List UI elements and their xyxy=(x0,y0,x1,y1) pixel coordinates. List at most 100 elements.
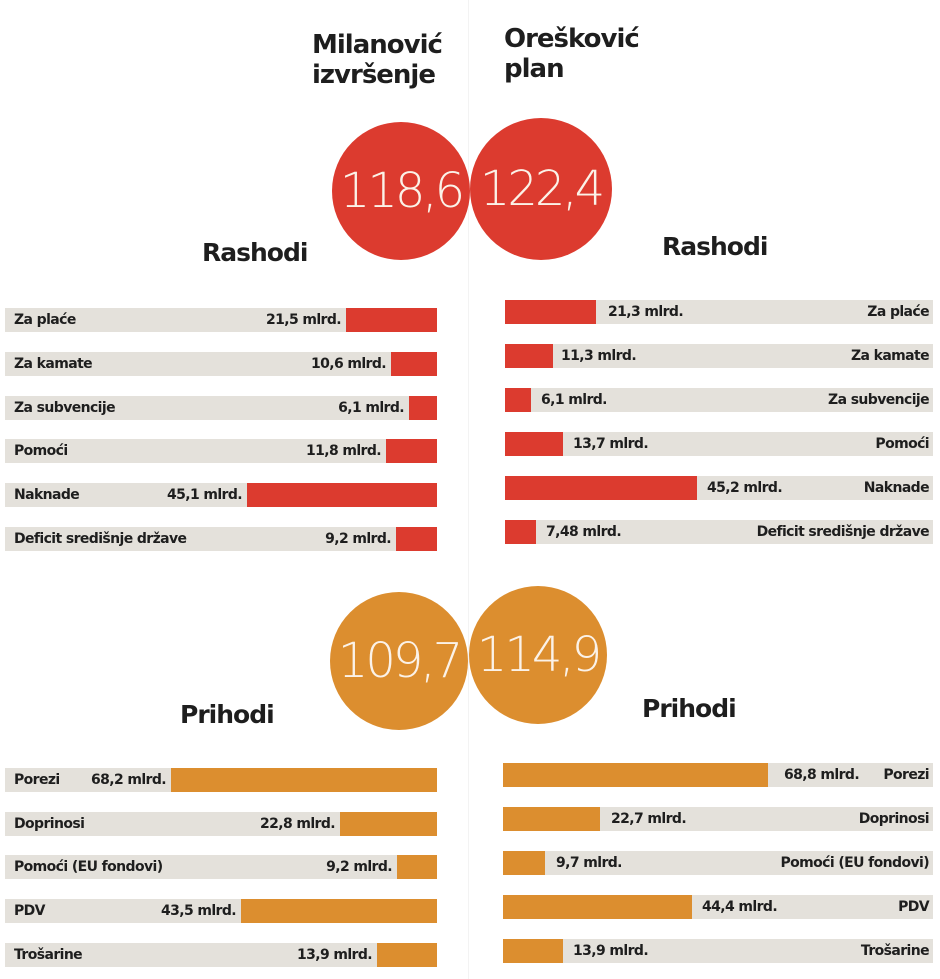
expenditure-total-right: 122,4 xyxy=(479,161,605,217)
row-label: Deficit središnje države xyxy=(14,531,187,547)
row-bar xyxy=(505,432,563,456)
row-label: Pomoći xyxy=(875,436,929,452)
revenue-left-row: PDV 43,5 mlrd. xyxy=(5,899,437,923)
row-bar xyxy=(377,943,437,967)
revenue-right-row: 9,7 mlrd. Pomoći (EU fondovi) xyxy=(503,851,933,875)
row-value: 21,3 mlrd. xyxy=(608,304,684,320)
row-bar xyxy=(505,520,536,544)
row-bar xyxy=(171,768,437,792)
row-value: 9,2 mlrd. xyxy=(326,859,393,875)
row-label: Pomoći (EU fondovi) xyxy=(14,859,163,875)
row-bar xyxy=(409,396,437,420)
expenditure-right-row: 7,48 mlrd. Deficit središnje države xyxy=(505,520,933,544)
right-header-line2: plan xyxy=(504,54,565,84)
row-label: Trošarine xyxy=(14,947,83,963)
row-label: Za kamate xyxy=(14,356,93,372)
row-value: 22,7 mlrd. xyxy=(611,811,687,827)
left-header: Milanović izvršenje xyxy=(312,30,443,90)
row-bar xyxy=(397,855,437,879)
row-value: 45,2 mlrd. xyxy=(707,480,783,496)
row-value: 43,5 mlrd. xyxy=(160,903,237,919)
row-label: Pomoći (EU fondovi) xyxy=(780,855,930,871)
expenditure-left-row: Naknade 45,1 mlrd. xyxy=(5,483,437,507)
right-header: Orešković plan xyxy=(504,24,640,84)
row-label: Naknade xyxy=(863,480,930,496)
row-bar xyxy=(505,344,553,368)
revenue-total-right-circle: 114,9 xyxy=(469,586,607,724)
row-value: 7,48 mlrd. xyxy=(546,524,622,540)
row-label: Doprinosi xyxy=(14,816,85,832)
row-value: 9,7 mlrd. xyxy=(556,855,623,871)
revenue-left-row: Doprinosi 22,8 mlrd. xyxy=(5,812,437,836)
left-header-line2: izvršenje xyxy=(312,60,436,90)
row-bar xyxy=(503,939,563,963)
row-value: 68,8 mlrd. xyxy=(784,767,860,783)
row-label: Trošarine xyxy=(860,943,930,959)
row-bar xyxy=(391,352,437,376)
row-label: Za subvencije xyxy=(828,392,930,408)
revenue-right-row: 44,4 mlrd. PDV xyxy=(503,895,933,919)
row-value: 10,6 mlrd. xyxy=(310,356,387,372)
revenue-total-right: 114,9 xyxy=(476,627,602,683)
row-bar xyxy=(503,851,545,875)
row-label: Za plaće xyxy=(14,312,76,328)
revenue-right-row: 68,8 mlrd. Porezi xyxy=(503,763,933,787)
row-value: 11,8 mlrd. xyxy=(305,443,382,459)
center-divider xyxy=(468,0,469,979)
expenditure-title-right: Rashodi xyxy=(662,232,768,261)
revenue-title-right: Prihodi xyxy=(642,694,737,723)
expenditure-right-row: 11,3 mlrd. Za kamate xyxy=(505,344,933,368)
row-bar xyxy=(241,899,437,923)
row-label: Porezi xyxy=(14,772,60,788)
expenditure-left-row: Za subvencije 6,1 mlrd. xyxy=(5,396,437,420)
left-header-line1: Milanović xyxy=(312,30,443,60)
row-value: 22,8 mlrd. xyxy=(259,816,336,832)
revenue-right-row: 22,7 mlrd. Doprinosi xyxy=(503,807,933,831)
revenue-total-left-circle: 109,7 xyxy=(330,592,468,730)
row-value: 68,2 mlrd. xyxy=(90,772,167,788)
row-bar xyxy=(505,300,596,324)
row-bar xyxy=(505,388,531,412)
row-value: 44,4 mlrd. xyxy=(702,899,778,915)
row-bar xyxy=(503,807,600,831)
expenditure-total-right-circle: 122,4 xyxy=(470,118,612,260)
row-label: Deficit središnje države xyxy=(756,524,930,540)
row-bar xyxy=(340,812,437,836)
row-value: 45,1 mlrd. xyxy=(166,487,243,503)
expenditure-left-row: Za kamate 10,6 mlrd. xyxy=(5,352,437,376)
expenditure-right-row: 21,3 mlrd. Za plaće xyxy=(505,300,933,324)
row-value: 6,1 mlrd. xyxy=(338,400,405,416)
revenue-left-row: Porezi 68,2 mlrd. xyxy=(5,768,437,792)
row-bar xyxy=(386,439,437,463)
row-value: 21,5 mlrd. xyxy=(265,312,342,328)
revenue-left-row: Pomoći (EU fondovi) 9,2 mlrd. xyxy=(5,855,437,879)
row-label: Pomoći xyxy=(14,443,68,459)
expenditure-left-row: Pomoći 11,8 mlrd. xyxy=(5,439,437,463)
row-label: Doprinosi xyxy=(858,811,930,827)
expenditure-right-row: 6,1 mlrd. Za subvencije xyxy=(505,388,933,412)
row-bar xyxy=(503,763,768,787)
row-bar xyxy=(247,483,437,507)
row-label: Za subvencije xyxy=(14,400,116,416)
row-label: PDV xyxy=(898,899,930,915)
revenue-right-row: 13,9 mlrd. Trošarine xyxy=(503,939,933,963)
expenditure-left-row: Za plaće 21,5 mlrd. xyxy=(5,308,437,332)
row-bar xyxy=(396,527,437,551)
revenue-left-row: Trošarine 13,9 mlrd. xyxy=(5,943,437,967)
row-bar xyxy=(503,895,692,919)
row-value: 11,3 mlrd. xyxy=(561,348,637,364)
expenditure-right-row: 45,2 mlrd. Naknade xyxy=(505,476,933,500)
expenditure-total-left-circle: 118,6 xyxy=(332,122,470,260)
row-label: Za plaće xyxy=(867,304,929,320)
row-bar xyxy=(346,308,437,332)
row-value: 9,2 mlrd. xyxy=(325,531,392,547)
row-value: 13,9 mlrd. xyxy=(573,943,649,959)
row-label: Naknade xyxy=(14,487,80,503)
row-value: 6,1 mlrd. xyxy=(541,392,608,408)
row-value: 13,9 mlrd. xyxy=(296,947,373,963)
row-label: Za kamate xyxy=(850,348,930,364)
row-label: Porezi xyxy=(883,767,929,783)
revenue-total-left: 109,7 xyxy=(337,633,463,689)
row-bar xyxy=(505,476,697,500)
expenditure-right-row: 13,7 mlrd. Pomoći xyxy=(505,432,933,456)
